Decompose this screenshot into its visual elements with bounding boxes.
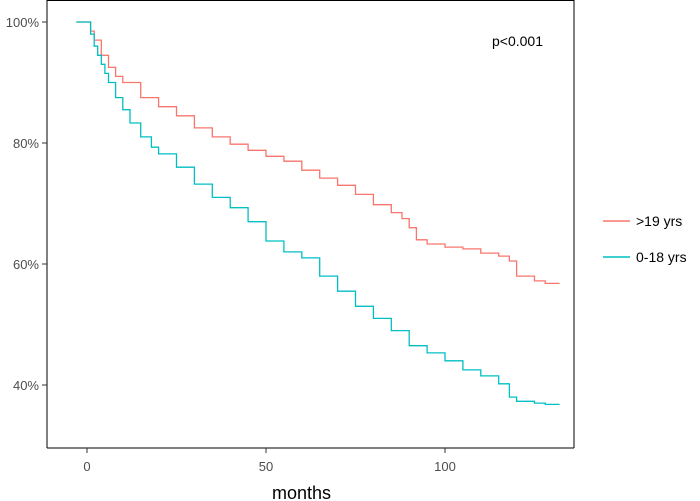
series-line-adult <box>76 21 560 285</box>
x-axis-title: months <box>272 483 331 501</box>
legend-label: >19 yrs <box>636 213 682 229</box>
plot-panel <box>46 0 575 449</box>
x-axis-ticks: 0 50 100 <box>83 448 456 474</box>
series-line-pediatric <box>76 21 560 406</box>
x-tick-label: 100 <box>434 459 456 474</box>
x-tick-label: 0 <box>83 459 90 474</box>
legend-label: 0-18 yrs <box>636 249 687 265</box>
y-tick-label: 80% <box>13 136 39 151</box>
x-tick-label: 50 <box>259 459 273 474</box>
y-axis-ticks: 40% 60% 80% 100% <box>6 15 47 393</box>
y-tick-label: 40% <box>13 378 39 393</box>
p-value-annotation: p<0.001 <box>492 33 543 49</box>
y-tick-label: 100% <box>6 15 40 30</box>
legend: >19 yrs 0-18 yrs <box>603 213 687 265</box>
y-tick-label: 60% <box>13 257 39 272</box>
survival-curves <box>76 21 560 406</box>
